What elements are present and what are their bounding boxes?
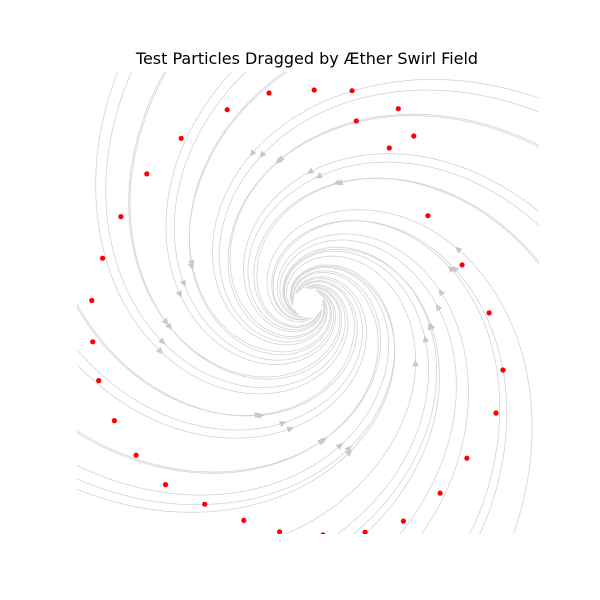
particle-point: [459, 262, 465, 268]
streamline-arrow: [165, 322, 173, 330]
streamline-arrow: [286, 426, 295, 433]
particle-point: [411, 133, 417, 139]
particle-point: [400, 518, 406, 524]
streamline-arrow: [332, 179, 341, 186]
streamline-arrow: [455, 246, 463, 254]
streamline-arrow: [436, 303, 443, 312]
particle-point: [90, 339, 96, 345]
streamline-arrow: [345, 449, 353, 457]
streamline-arrow: [448, 265, 456, 273]
particle-point: [89, 297, 95, 304]
particle-point: [486, 310, 492, 316]
particle-point: [202, 501, 208, 507]
particle-point: [118, 214, 124, 220]
particle-series: [89, 87, 506, 534]
particle-point: [362, 529, 368, 534]
particle-point: [386, 145, 392, 151]
particle-point: [178, 135, 184, 141]
particle-point: [425, 213, 431, 219]
particle-point: [311, 87, 317, 93]
particle-point: [162, 482, 169, 488]
streamline-arrow: [344, 445, 352, 453]
streamline-arrow: [249, 149, 257, 157]
particle-point: [353, 118, 359, 124]
particle-point: [100, 255, 106, 261]
chart-title: Test Particles Dragged by Æther Swirl Fi…: [135, 49, 478, 68]
particle-point: [395, 106, 401, 112]
particle-point: [133, 452, 139, 458]
streamline-arrow: [179, 279, 186, 288]
particle-point: [266, 90, 272, 96]
streamline-arrow: [279, 420, 287, 427]
particle-point: [349, 88, 355, 94]
streamline-arrow: [438, 288, 446, 297]
particle-point: [241, 517, 247, 524]
streamline-arrow: [335, 442, 343, 450]
particle-point: [500, 367, 506, 373]
streamline-arrow: [319, 437, 328, 444]
streamline-arrow: [158, 337, 166, 345]
streamline-arrow: [422, 335, 429, 343]
particle-point: [96, 378, 102, 384]
streamline-arrow: [451, 265, 459, 273]
streamline-arrow: [275, 157, 283, 165]
streamline-arrow: [156, 346, 164, 354]
streamline-arrow: [429, 322, 436, 331]
streamline-field: [77, 72, 539, 534]
streamline-arrow: [412, 359, 419, 367]
streamline-arrow: [315, 172, 323, 179]
streamline-arrow: [306, 167, 315, 174]
particle-point: [277, 529, 283, 534]
particle-point: [493, 410, 499, 416]
particle-point: [224, 107, 230, 113]
particle-point: [437, 490, 443, 496]
streamline-arrow: [175, 290, 182, 298]
particle-point: [144, 171, 150, 177]
particle-point: [111, 418, 117, 424]
streamline-arrow: [257, 412, 265, 419]
particle-point: [464, 455, 470, 461]
streamline-arrow: [259, 150, 267, 158]
plot-area: [77, 72, 539, 534]
streamline-arrow: [188, 262, 195, 271]
particle-point: [320, 532, 326, 534]
